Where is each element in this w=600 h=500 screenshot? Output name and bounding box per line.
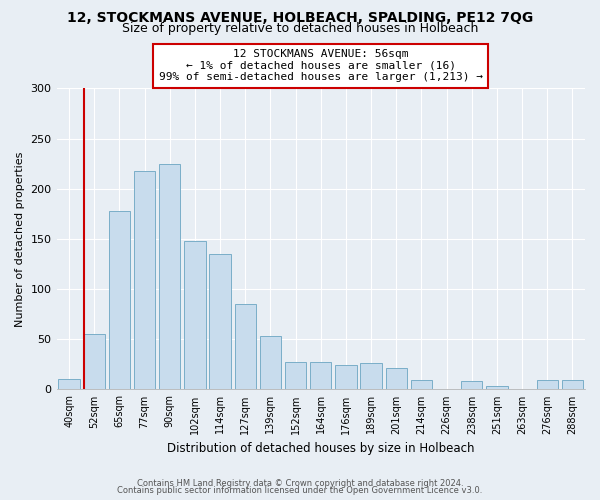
Bar (184, 241, 206, 390)
Text: 12, STOCKMANS AVENUE, HOLBEACH, SPALDING, PE12 7QG: 12, STOCKMANS AVENUE, HOLBEACH, SPALDING… (67, 11, 533, 25)
Bar (461, 382, 482, 390)
Text: Size of property relative to detached houses in Holbeach: Size of property relative to detached ho… (122, 22, 478, 35)
Bar (235, 304, 256, 390)
Bar (486, 386, 508, 390)
Bar (159, 164, 181, 390)
Text: Contains public sector information licensed under the Open Government Licence v3: Contains public sector information licen… (118, 486, 482, 495)
Y-axis label: Number of detached properties: Number of detached properties (15, 151, 25, 326)
X-axis label: Distribution of detached houses by size in Holbeach: Distribution of detached houses by size … (167, 442, 475, 455)
Bar (411, 380, 432, 390)
Bar (285, 362, 307, 390)
Bar (361, 364, 382, 390)
Bar (260, 336, 281, 390)
Bar (310, 362, 331, 390)
Bar (134, 170, 155, 390)
Bar (109, 211, 130, 390)
Text: Contains HM Land Registry data © Crown copyright and database right 2024.: Contains HM Land Registry data © Crown c… (137, 478, 463, 488)
Bar (83, 334, 105, 390)
Bar (58, 380, 80, 390)
Text: 12 STOCKMANS AVENUE: 56sqm
← 1% of detached houses are smaller (16)
99% of semi-: 12 STOCKMANS AVENUE: 56sqm ← 1% of detac… (159, 49, 483, 82)
Bar (335, 366, 356, 390)
Bar (536, 380, 558, 390)
Bar (562, 380, 583, 390)
Bar (209, 254, 231, 390)
Bar (386, 368, 407, 390)
